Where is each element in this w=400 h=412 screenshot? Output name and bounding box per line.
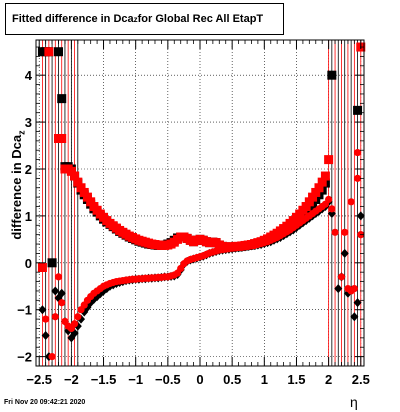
data-point [51,286,60,296]
y-tick-label: 2 [25,162,32,177]
data-point [47,258,57,268]
data-point [314,183,324,193]
data-point [76,183,86,193]
y-tick-label: −2 [17,350,32,365]
x-axis-label: η [350,394,358,410]
data-point [74,313,82,321]
data-point [353,298,362,308]
data-point [334,284,343,294]
data-point [308,192,318,202]
data-point [41,331,50,341]
data-point [48,353,56,361]
chart-title-rest: for Global Rec All EtapT [137,13,264,25]
data-point [317,177,327,187]
data-point [37,262,47,272]
x-tick-label: −1 [128,372,143,387]
data-point [324,155,334,165]
x-tick-label: −1.5 [91,372,117,387]
y-tick-label: 4 [25,68,33,83]
chart-title: Fitted difference in Dca z for Global Rec… [5,3,284,35]
x-tick-label: −2 [64,372,79,387]
data-point [86,197,96,207]
data-point [328,205,336,213]
x-tick-label: −0.5 [155,372,181,387]
data-point [82,192,92,202]
data-point [353,105,363,115]
data-point [325,195,333,204]
data-point [44,47,54,57]
y-axis-label-main: difference in Dca [9,134,24,240]
data-point [304,197,314,207]
data-point [353,174,362,182]
y-tick-label: 3 [25,115,32,130]
y-tick-label: 0 [25,256,32,271]
axes: −2.5 −2 −1.5 −1 −0.5 0 0.5 1 1.5 2 2.5 −2 −1 0 1 2 3 4 [17,40,370,387]
data-point [347,198,355,206]
data-point [350,285,358,293]
data-point [350,312,359,322]
data-point [79,187,89,197]
data-point [353,148,362,157]
x-tick-label: −2.5 [26,372,52,387]
y-axis-label: difference in Dcaz [9,110,29,260]
chart-title-main: Fitted difference in Dca [12,13,134,25]
y-tick-label: 1 [25,209,32,224]
data-point [73,177,83,187]
data-point [311,187,321,197]
data-point [54,47,64,57]
data-point [54,273,63,281]
data-point [337,273,346,281]
x-tick-label: 0.5 [223,372,241,387]
data-point [70,320,79,328]
data-point [57,288,66,298]
x-tick-label: 1.5 [287,372,305,387]
data-point [331,228,339,236]
x-tick-label: 1 [261,372,268,387]
data-point [57,134,67,144]
data-markers [37,42,366,362]
y-axis-label-subscript: z [16,130,27,135]
footer-date: Fri Nov 20 09:42:21 2020 [4,399,86,406]
y-tick-label: −1 [17,303,32,318]
data-point [327,70,337,80]
data-point [340,248,349,258]
data-point [57,94,67,104]
x-tick-label: 2.5 [352,372,370,387]
data-point [70,171,80,181]
data-point [301,202,311,212]
x-tick-label: 0 [196,372,203,387]
data-point [320,171,330,181]
chart-title-subscript: z [133,14,138,24]
data-point [58,299,66,307]
data-point [66,166,76,176]
data-point [42,315,50,323]
data-point [341,228,349,236]
x-tick-label: 2 [325,372,332,387]
data-point [51,313,59,321]
